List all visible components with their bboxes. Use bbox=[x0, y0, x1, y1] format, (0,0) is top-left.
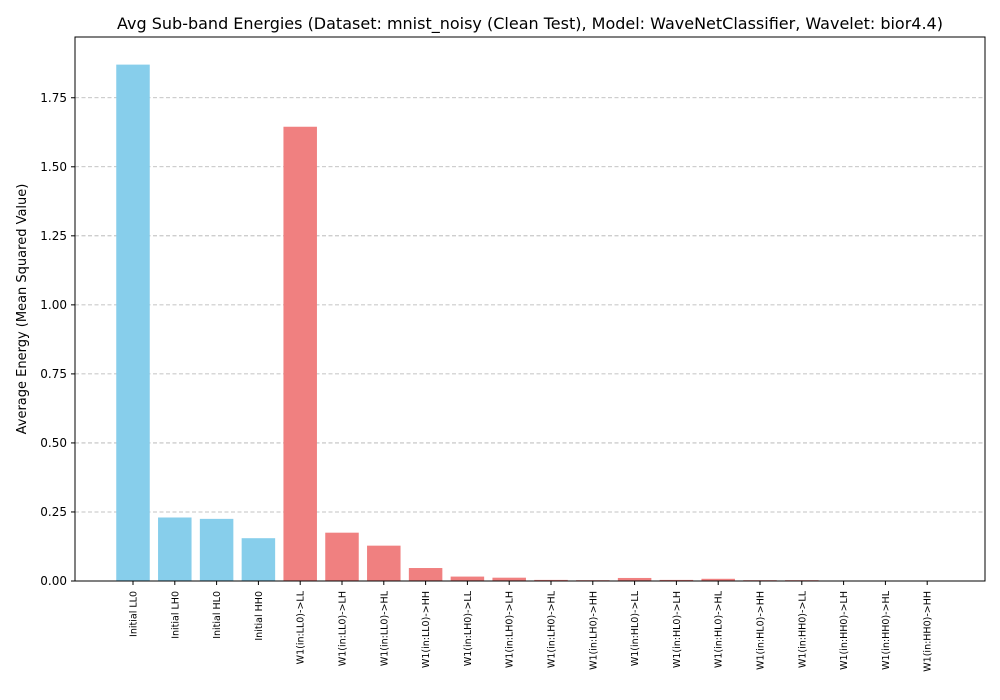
x-tick-label: W1(in:HL0)->HH bbox=[756, 591, 767, 670]
y-axis-label: Average Energy (Mean Squared Value) bbox=[15, 184, 30, 435]
x-tick-label: W1(in:HH0)->HH bbox=[923, 591, 934, 672]
x-tick-label: W1(in:LH0)->LL bbox=[463, 590, 474, 666]
y-tick-label: 0.75 bbox=[40, 367, 67, 381]
x-tick-label: W1(in:LL0)->LH bbox=[338, 591, 349, 666]
y-tick-label: 0.50 bbox=[40, 436, 67, 450]
x-tick-label: Initial LH0 bbox=[170, 591, 181, 639]
y-tick-label: 0.25 bbox=[40, 505, 67, 519]
y-tick-label: 1.00 bbox=[40, 298, 67, 312]
x-tick-label: Initial LL0 bbox=[129, 591, 140, 637]
bars bbox=[116, 64, 944, 582]
bar bbox=[283, 126, 317, 582]
y-tick-label: 1.50 bbox=[40, 160, 67, 174]
bar bbox=[617, 577, 652, 581]
grid-lines bbox=[75, 97, 985, 513]
bar bbox=[199, 518, 234, 581]
x-tick-label: W1(in:LL0)->LL bbox=[296, 590, 307, 664]
x-tick-label: W1(in:HH0)->LH bbox=[839, 591, 850, 670]
y-tick-label: 1.25 bbox=[40, 229, 67, 243]
bar bbox=[367, 545, 401, 581]
x-tick-label: W1(in:LH0)->HH bbox=[588, 591, 599, 670]
bar bbox=[116, 64, 150, 582]
bar bbox=[450, 576, 485, 581]
plot-frame bbox=[74, 36, 986, 582]
x-tick-label: W1(in:HL0)->HL bbox=[714, 590, 725, 668]
bar bbox=[241, 538, 276, 581]
x-tick-label: Initial HL0 bbox=[212, 591, 223, 639]
x-tick-label: W1(in:HL0)->LL bbox=[630, 590, 641, 666]
x-tick-label: Initial HH0 bbox=[254, 591, 265, 641]
x-tick-label: W1(in:LH0)->LH bbox=[505, 591, 516, 668]
x-tick-label: W1(in:HH0)->LL bbox=[797, 590, 808, 668]
bar bbox=[158, 517, 192, 581]
bar bbox=[325, 532, 359, 581]
chart-title: Avg Sub-band Energies (Dataset: mnist_no… bbox=[117, 14, 943, 34]
x-tick-label: W1(in:LL0)->HH bbox=[421, 591, 432, 668]
x-tick-label: W1(in:HH0)->HL bbox=[881, 590, 892, 670]
x-axis-ticks: Initial LL0 Initial LH0 Initial HL0 Initial… bbox=[129, 581, 934, 672]
bar bbox=[701, 578, 735, 581]
y-axis-ticks: 0.00 0.25 0.50 0.75 1.00 1.25 1.50 1.75 bbox=[40, 91, 75, 588]
x-tick-label: W1(in:HL0)->LH bbox=[672, 591, 683, 668]
bar bbox=[659, 579, 694, 581]
bar bbox=[492, 577, 526, 581]
bar bbox=[408, 568, 443, 581]
y-tick-label: 1.75 bbox=[40, 91, 67, 105]
x-tick-label: W1(in:LH0)->HL bbox=[547, 590, 558, 668]
x-tick-label: W1(in:LL0)->HL bbox=[379, 590, 390, 666]
bar bbox=[534, 579, 568, 581]
y-tick-label: 0.00 bbox=[40, 574, 67, 588]
